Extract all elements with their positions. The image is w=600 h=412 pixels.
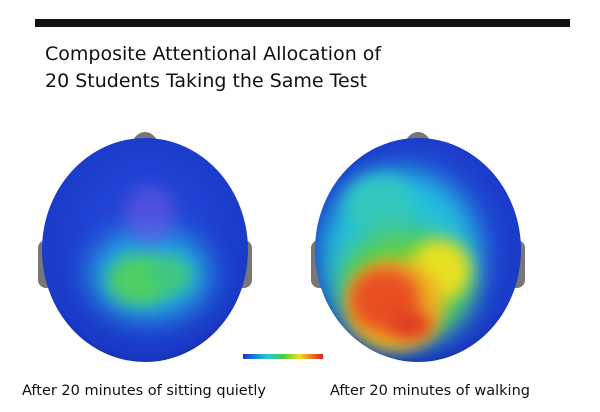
title-line: Composite Attentional Allocation of	[45, 43, 382, 65]
color-scale	[243, 354, 323, 359]
title-line: 20 Students Taking the Same Test	[45, 70, 367, 92]
head-map-left	[38, 132, 252, 362]
panel-caption: After 20 minutes of sitting quietly	[22, 383, 266, 399]
panel-caption: After 20 minutes of walking	[330, 383, 530, 399]
head-map-right	[311, 132, 525, 362]
top-rule	[35, 19, 570, 27]
